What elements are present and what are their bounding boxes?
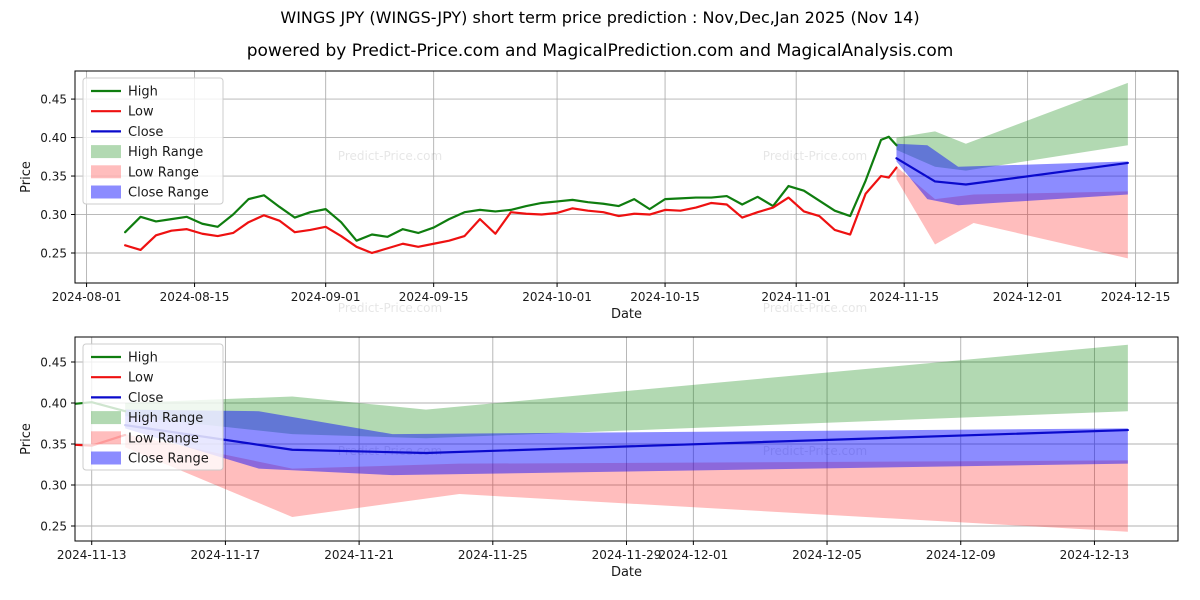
svg-text:Predict-Price.com: Predict-Price.com: [763, 444, 867, 458]
legend: High Low Close High Range Low Range Close Ran…: [82, 343, 224, 471]
svg-text:Predict-Price.com: Predict-Price.com: [763, 301, 867, 315]
y-axis-label: Price: [19, 161, 34, 193]
figure-title: WINGS JPY (WINGS-JPY) short term price p…: [280, 8, 920, 27]
svg-text:2024-12-15: 2024-12-15: [1101, 290, 1171, 304]
legend-sample-patch: [91, 431, 121, 445]
svg-text:0.45: 0.45: [40, 356, 67, 370]
close-line: [895, 157, 1129, 186]
y-axis-label: Price: [19, 423, 34, 455]
svg-text:2024-09-15: 2024-09-15: [399, 290, 469, 304]
svg-text:0.45: 0.45: [40, 93, 67, 107]
y-axis: 0.25 0.30 0.35 0.40 0.45: [40, 356, 75, 533]
svg-text:0.35: 0.35: [40, 170, 67, 184]
legend-label: High Range: [128, 411, 203, 426]
svg-text:Predict-Price.com: Predict-Price.com: [763, 149, 867, 163]
x-axis-label: Date: [611, 307, 642, 322]
svg-text:2024-11-25: 2024-11-25: [458, 548, 528, 562]
legend-label: High: [128, 85, 158, 100]
legend-label: Low: [128, 105, 154, 120]
legend-label: High: [128, 351, 158, 366]
svg-text:0.35: 0.35: [40, 438, 67, 452]
plot-series: [75, 344, 1129, 532]
svg-text:2024-09-01: 2024-09-01: [291, 290, 361, 304]
legend-sample-patch: [91, 145, 121, 159]
svg-text:2024-08-15: 2024-08-15: [160, 290, 230, 304]
svg-text:2024-10-01: 2024-10-01: [522, 290, 592, 304]
svg-text:2024-11-21: 2024-11-21: [324, 548, 394, 562]
watermark: Predict-Price.com Predict-Price.com: [338, 444, 867, 458]
legend-label: Close: [128, 391, 163, 406]
svg-text:0.30: 0.30: [40, 478, 67, 492]
bottom-chart: Predict-Price.com Predict-Price.com 2024-1…: [19, 336, 1179, 580]
watermark: Predict-Price.com Predict-Price.com Predic…: [338, 149, 867, 315]
plot-series: [124, 82, 1129, 259]
svg-text:2024-11-15: 2024-11-15: [869, 290, 939, 304]
axes-frame: [74, 70, 1179, 284]
svg-text:0.40: 0.40: [40, 397, 67, 411]
figure-subtitle: powered by Predict-Price.com and Magical…: [246, 41, 954, 61]
svg-text:2024-12-13: 2024-12-13: [1060, 548, 1130, 562]
legend: High Low Close High Range Low Range Close Ran…: [82, 77, 224, 205]
svg-text:2024-10-15: 2024-10-15: [630, 290, 700, 304]
legend-label: High Range: [128, 145, 203, 160]
svg-text:2024-11-29: 2024-11-29: [592, 548, 662, 562]
gridlines: [75, 71, 1178, 283]
x-axis: 2024-08-01 2024-08-15 2024-09-01 2024-09-15…: [52, 283, 1171, 304]
low-range-band: [125, 434, 1128, 532]
svg-text:2024-12-09: 2024-12-09: [926, 548, 996, 562]
y-axis: 0.25 0.30 0.35 0.40 0.45: [40, 93, 75, 260]
svg-text:0.25: 0.25: [40, 519, 67, 533]
svg-text:2024-11-01: 2024-11-01: [761, 290, 831, 304]
svg-text:Predict-Price.com: Predict-Price.com: [338, 149, 442, 163]
svg-text:2024-12-05: 2024-12-05: [792, 548, 862, 562]
svg-text:Predict-Price.com: Predict-Price.com: [338, 444, 442, 458]
close-range-band: [125, 409, 1128, 476]
close-range-band: [896, 143, 1128, 206]
svg-text:0.25: 0.25: [40, 246, 67, 260]
legend-sample-patch: [91, 411, 121, 425]
x-axis-label: Date: [611, 565, 642, 580]
legend-label: Close Range: [128, 186, 209, 201]
legend-label: Close Range: [128, 452, 209, 467]
legend-label: Low Range: [128, 165, 199, 180]
svg-text:2024-11-17: 2024-11-17: [191, 548, 261, 562]
gridlines: [75, 337, 1178, 541]
top-chart: Predict-Price.com Predict-Price.com Predic…: [19, 70, 1179, 322]
svg-text:2024-12-01: 2024-12-01: [658, 548, 728, 562]
low-line: [124, 166, 898, 255]
legend-label: Low: [128, 371, 154, 386]
legend-label: Low Range: [128, 431, 199, 446]
high-range-band: [125, 344, 1128, 439]
svg-text:Predict-Price.com: Predict-Price.com: [338, 301, 442, 315]
legend-label: Close: [128, 125, 163, 140]
low-range-band: [896, 166, 1128, 259]
svg-text:2024-11-13: 2024-11-13: [57, 548, 127, 562]
svg-text:2024-12-01: 2024-12-01: [993, 290, 1063, 304]
legend-sample-patch: [91, 185, 121, 199]
svg-text:2024-08-01: 2024-08-01: [52, 290, 122, 304]
high-line: [124, 135, 898, 242]
legend-sample-patch: [91, 451, 121, 465]
svg-text:0.40: 0.40: [40, 131, 67, 145]
high-range-band: [896, 82, 1128, 171]
svg-text:0.30: 0.30: [40, 208, 67, 222]
legend-sample-patch: [91, 165, 121, 179]
x-axis: 2024-11-13 2024-11-17 2024-11-21 2024-11-25…: [57, 541, 1129, 562]
